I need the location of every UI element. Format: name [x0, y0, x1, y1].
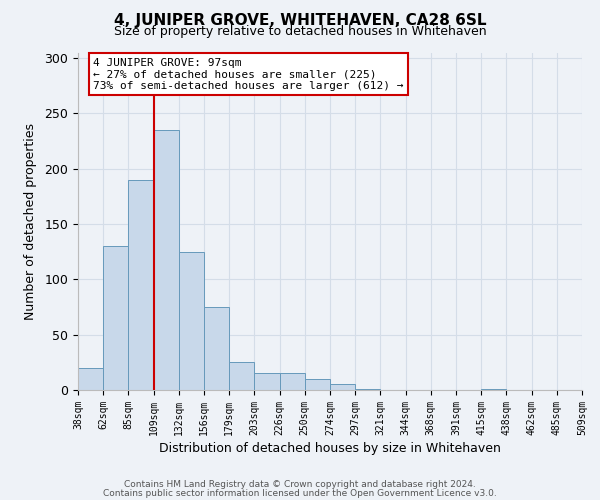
Bar	[128, 180, 154, 390]
Bar	[103, 246, 128, 390]
X-axis label: Distribution of detached houses by size in Whitehaven: Distribution of detached houses by size …	[159, 442, 501, 455]
Bar	[204, 307, 229, 390]
Bar	[481, 389, 506, 390]
Text: 4, JUNIPER GROVE, WHITEHAVEN, CA28 6SL: 4, JUNIPER GROVE, WHITEHAVEN, CA28 6SL	[114, 12, 486, 28]
Bar	[305, 379, 330, 390]
Text: Size of property relative to detached houses in Whitehaven: Size of property relative to detached ho…	[113, 25, 487, 38]
Bar	[355, 389, 380, 390]
Bar	[330, 384, 355, 390]
Bar	[179, 252, 204, 390]
Bar	[229, 362, 254, 390]
Bar	[280, 374, 305, 390]
Text: Contains public sector information licensed under the Open Government Licence v3: Contains public sector information licen…	[103, 488, 497, 498]
Y-axis label: Number of detached properties: Number of detached properties	[25, 122, 37, 320]
Text: 4 JUNIPER GROVE: 97sqm
← 27% of detached houses are smaller (225)
73% of semi-de: 4 JUNIPER GROVE: 97sqm ← 27% of detached…	[93, 58, 404, 91]
Bar	[154, 130, 179, 390]
Bar	[254, 374, 280, 390]
Bar	[78, 368, 103, 390]
Text: Contains HM Land Registry data © Crown copyright and database right 2024.: Contains HM Land Registry data © Crown c…	[124, 480, 476, 489]
